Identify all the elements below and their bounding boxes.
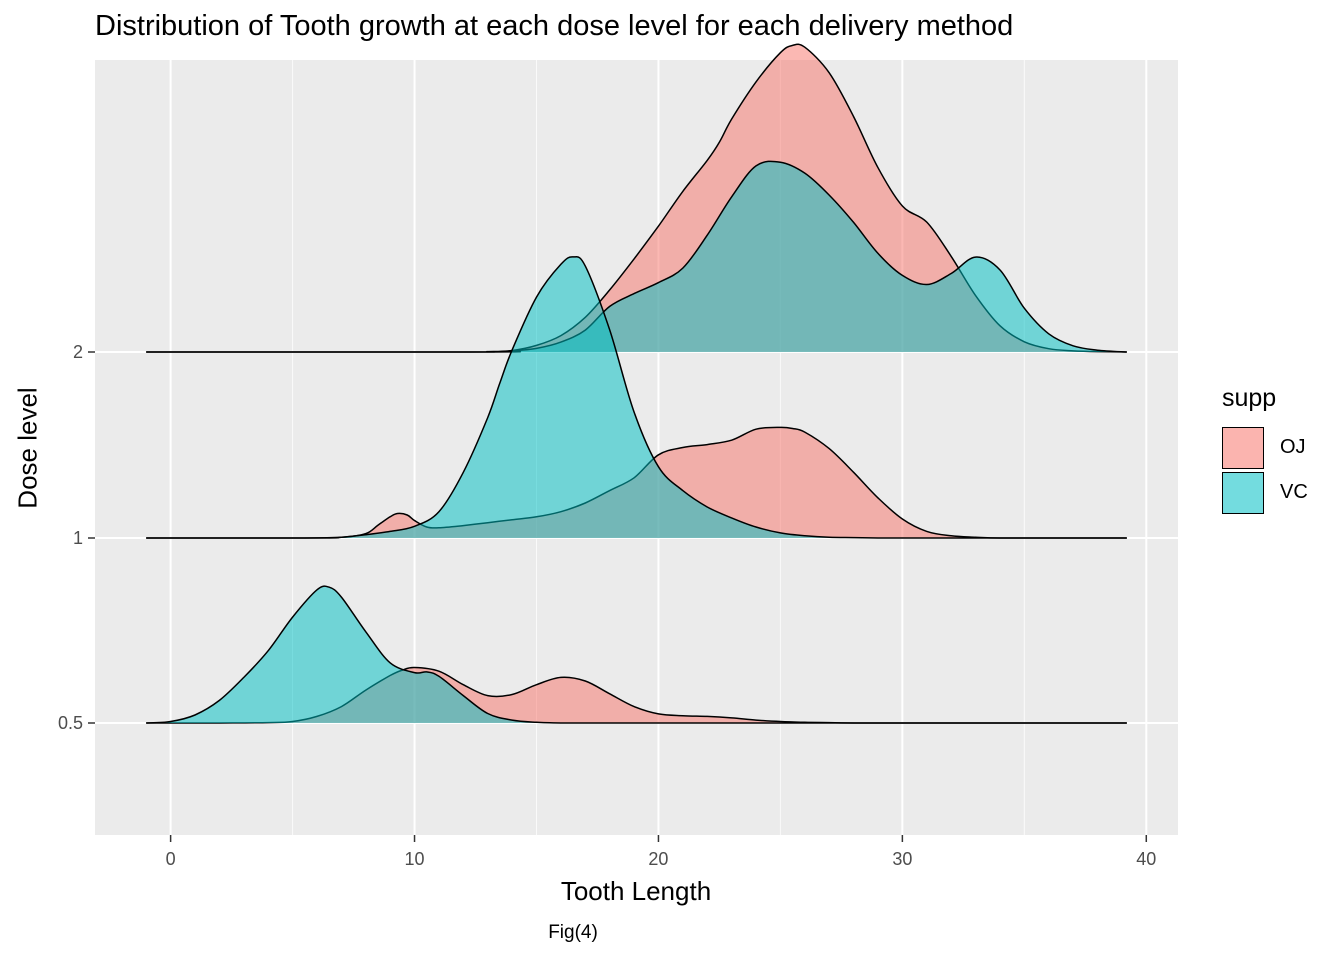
y-tick-label: 1 (73, 528, 83, 548)
legend-key-vc (1222, 471, 1264, 514)
x-axis-title: Tooth Length (560, 876, 712, 906)
x-tick-label: 0 (166, 849, 176, 869)
chart-title: Distribution of Tooth growth at each dos… (95, 10, 1014, 42)
x-tick-label: 40 (1136, 849, 1156, 869)
figure-caption: Fig(4) (548, 922, 598, 943)
ridge-vc-dose-0-5-fill (146, 586, 1127, 723)
x-tick-label: 30 (892, 849, 912, 869)
legend-label-vc: VC (1280, 481, 1308, 503)
legend-title: supp (1222, 384, 1277, 412)
legend-item-vc: VC (1222, 470, 1308, 515)
ridge-vc-dose-2-fill (146, 161, 1127, 352)
x-tick-label: 10 (405, 849, 425, 869)
legend: supp OJ VC (1222, 384, 1308, 515)
y-tick-label: 0.5 (58, 713, 83, 733)
x-axis: 0 10 20 30 40 (166, 835, 1156, 869)
ridge-vc-dose-1-outline (146, 256, 1127, 539)
x-tick-label: 20 (648, 849, 668, 869)
legend-item-oj: OJ (1222, 425, 1308, 470)
ridge-vc-dose-1-fill (146, 256, 1127, 538)
legend-key-oj (1222, 426, 1264, 469)
y-axis-title: Dose level (12, 387, 43, 509)
y-axis: 0.5 1 2 (58, 342, 95, 733)
density-ridges (146, 43, 1127, 724)
ridge-vc-dose-0-5-outline (146, 585, 1127, 724)
legend-label-oj: OJ (1280, 436, 1306, 458)
y-tick-label: 2 (73, 342, 83, 362)
